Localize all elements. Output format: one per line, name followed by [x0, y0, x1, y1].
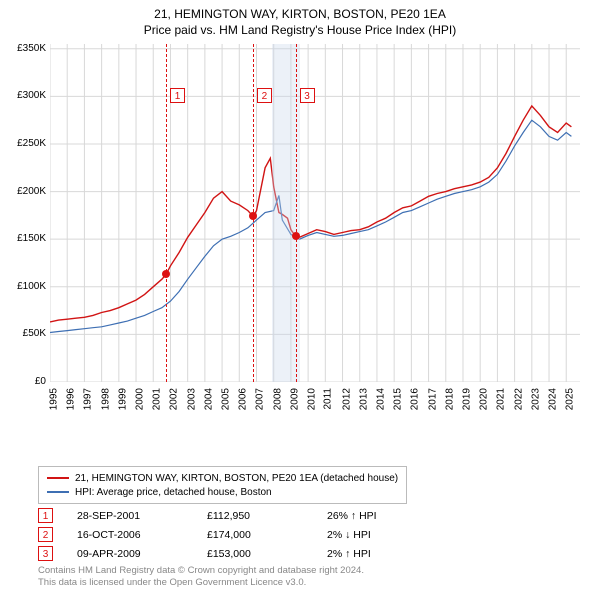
event-price: £174,000: [207, 529, 327, 541]
x-tick-label: 2010: [306, 388, 317, 410]
event-delta: 26% ↑ HPI: [327, 510, 377, 522]
y-tick-label: £200K: [6, 186, 46, 197]
y-tick-label: £100K: [6, 281, 46, 292]
event-price: £112,950: [207, 510, 327, 522]
x-tick-label: 2003: [186, 388, 197, 410]
x-tick-label: 2020: [478, 388, 489, 410]
titles: 21, HEMINGTON WAY, KIRTON, BOSTON, PE20 …: [0, 0, 600, 38]
title-address: 21, HEMINGTON WAY, KIRTON, BOSTON, PE20 …: [0, 6, 600, 22]
x-tick-label: 2014: [375, 388, 386, 410]
x-tick-label: 2019: [461, 388, 472, 410]
event-marker: 2: [38, 527, 53, 542]
series-hpi: [50, 120, 571, 332]
legend-swatch: [47, 491, 69, 493]
x-tick-label: 2018: [444, 388, 455, 410]
event-vline: [166, 44, 167, 382]
event-dot: [162, 270, 170, 278]
legend: 21, HEMINGTON WAY, KIRTON, BOSTON, PE20 …: [38, 466, 407, 504]
legend-row: 21, HEMINGTON WAY, KIRTON, BOSTON, PE20 …: [47, 471, 398, 485]
event-date: 09-APR-2009: [77, 548, 207, 560]
event-marker: 1: [38, 508, 53, 523]
chart-svg: [50, 44, 580, 382]
x-tick-label: 2024: [547, 388, 558, 410]
x-tick-label: 2002: [169, 388, 180, 410]
event-delta: 2% ↓ HPI: [327, 529, 371, 541]
y-tick-label: £0: [6, 376, 46, 387]
footer-line: Contains HM Land Registry data © Crown c…: [38, 565, 364, 577]
x-tick-label: 1996: [65, 388, 76, 410]
x-tick-label: 1997: [83, 388, 94, 410]
title-subtitle: Price paid vs. HM Land Registry's House …: [0, 22, 600, 38]
footer-attribution: Contains HM Land Registry data © Crown c…: [38, 565, 364, 589]
x-tick-label: 2023: [530, 388, 541, 410]
events-row: 1 28-SEP-2001 £112,950 26% ↑ HPI: [38, 506, 377, 525]
x-tick-label: 2006: [238, 388, 249, 410]
x-tick-label: 2004: [203, 388, 214, 410]
x-tick-label: 2022: [513, 388, 524, 410]
events-table: 1 28-SEP-2001 £112,950 26% ↑ HPI 2 16-OC…: [38, 506, 377, 563]
x-tick-label: 2025: [564, 388, 575, 410]
x-tick-label: 2011: [323, 388, 334, 410]
y-tick-label: £250K: [6, 138, 46, 149]
y-tick-label: £50K: [6, 328, 46, 339]
x-tick-label: 1998: [100, 388, 111, 410]
event-date: 28-SEP-2001: [77, 510, 207, 522]
event-dot: [292, 232, 300, 240]
x-tick-label: 2000: [134, 388, 145, 410]
event-dot: [249, 212, 257, 220]
x-tick-label: 2013: [358, 388, 369, 410]
footer-line: This data is licensed under the Open Gov…: [38, 577, 364, 589]
chart-plot-area: 123£0£50K£100K£150K£200K£250K£300K£350K1…: [50, 44, 580, 424]
event-marker-box: 3: [300, 88, 315, 103]
x-tick-label: 2009: [289, 388, 300, 410]
event-marker-box: 2: [257, 88, 272, 103]
x-tick-label: 2015: [392, 388, 403, 410]
x-tick-label: 2007: [255, 388, 266, 410]
legend-swatch: [47, 477, 69, 479]
legend-label: 21, HEMINGTON WAY, KIRTON, BOSTON, PE20 …: [75, 473, 398, 484]
event-vline: [296, 44, 297, 382]
event-marker: 3: [38, 546, 53, 561]
x-tick-label: 1995: [48, 388, 59, 410]
x-tick-label: 2008: [272, 388, 283, 410]
x-tick-label: 2005: [220, 388, 231, 410]
x-tick-label: 2021: [496, 388, 507, 410]
event-delta: 2% ↑ HPI: [327, 548, 371, 560]
x-tick-label: 2001: [151, 388, 162, 410]
event-price: £153,000: [207, 548, 327, 560]
chart-container: 21, HEMINGTON WAY, KIRTON, BOSTON, PE20 …: [0, 0, 600, 590]
legend-row: HPI: Average price, detached house, Bost…: [47, 485, 398, 499]
event-marker-box: 1: [170, 88, 185, 103]
x-tick-label: 2012: [341, 388, 352, 410]
y-tick-label: £350K: [6, 43, 46, 54]
event-date: 16-OCT-2006: [77, 529, 207, 541]
legend-label: HPI: Average price, detached house, Bost…: [75, 487, 272, 498]
x-tick-label: 2017: [427, 388, 438, 410]
y-tick-label: £300K: [6, 90, 46, 101]
x-tick-label: 2016: [410, 388, 421, 410]
y-tick-label: £150K: [6, 233, 46, 244]
events-row: 3 09-APR-2009 £153,000 2% ↑ HPI: [38, 544, 377, 563]
x-tick-label: 1999: [117, 388, 128, 410]
events-row: 2 16-OCT-2006 £174,000 2% ↓ HPI: [38, 525, 377, 544]
series-property: [50, 106, 571, 322]
